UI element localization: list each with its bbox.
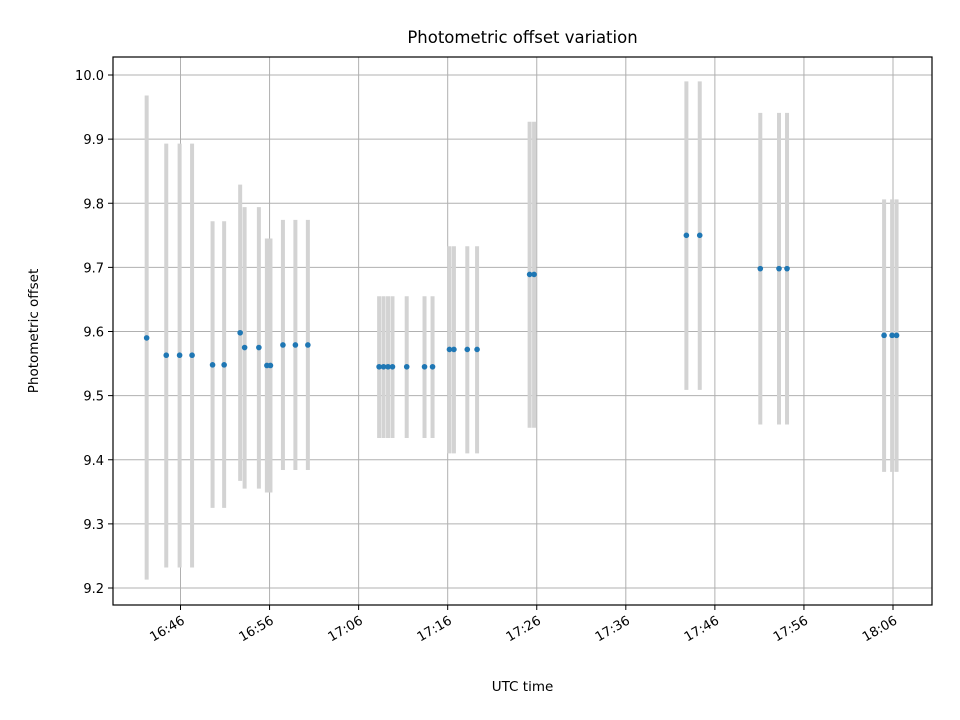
x-tick-label: 17:46 xyxy=(682,613,722,645)
x-tick-label: 16:56 xyxy=(237,613,277,645)
chart-title: Photometric offset variation xyxy=(407,28,637,47)
data-point xyxy=(451,346,457,353)
data-point xyxy=(757,265,764,272)
data-point xyxy=(526,271,533,278)
data-point xyxy=(305,342,311,348)
data-point xyxy=(881,332,887,339)
data-point xyxy=(376,363,382,370)
data-point xyxy=(280,342,286,348)
x-tick-label: 16:46 xyxy=(148,613,188,645)
y-tick-label: 10.0 xyxy=(75,69,104,84)
x-tick-label: 18:06 xyxy=(860,613,900,645)
data-point xyxy=(429,363,436,370)
x-axis-label: UTC time xyxy=(492,679,554,695)
x-tick-label: 17:16 xyxy=(415,613,455,645)
data-point xyxy=(380,363,387,370)
data-point xyxy=(531,271,537,278)
data-points xyxy=(143,232,900,370)
x-tick-label: 17:06 xyxy=(326,613,366,645)
y-tick-label: 9.2 xyxy=(83,582,104,597)
grid-lines xyxy=(113,57,932,605)
data-point xyxy=(221,362,227,368)
data-point xyxy=(446,346,453,353)
data-point xyxy=(292,342,299,348)
data-point xyxy=(209,362,216,368)
y-tick-label: 9.3 xyxy=(83,518,104,533)
y-tick-label: 9.7 xyxy=(83,261,104,276)
x-tick-label: 17:56 xyxy=(771,613,811,645)
data-point xyxy=(385,363,391,370)
axis-ticks: 16:46 16:56 17:06 17:16 17:26 17:36 17:46 17:56… xyxy=(75,69,900,645)
error-bars xyxy=(144,81,899,580)
data-point xyxy=(474,346,480,353)
y-tick-label: 9.9 xyxy=(83,133,104,148)
data-point xyxy=(163,352,170,359)
y-tick-label: 9.5 xyxy=(83,390,104,405)
data-point xyxy=(464,346,471,353)
data-point xyxy=(143,335,150,341)
data-point xyxy=(267,362,274,369)
data-point xyxy=(189,352,195,359)
data-point xyxy=(889,332,895,339)
data-point xyxy=(893,332,900,339)
x-tick-label: 17:26 xyxy=(504,613,544,645)
data-point xyxy=(421,363,428,370)
data-point xyxy=(241,344,248,351)
data-point xyxy=(389,363,396,370)
x-tick-label: 17:36 xyxy=(593,613,633,645)
data-point xyxy=(176,352,183,359)
data-point xyxy=(784,265,790,272)
data-point xyxy=(237,329,243,336)
data-point xyxy=(256,344,262,351)
y-tick-label: 9.6 xyxy=(83,326,104,341)
data-point xyxy=(403,363,410,370)
y-tick-label: 9.4 xyxy=(83,454,104,469)
y-tick-label: 9.8 xyxy=(83,197,104,212)
data-point xyxy=(683,232,690,239)
data-point xyxy=(776,265,782,272)
data-point xyxy=(696,232,703,239)
y-axis-label: Photometric offset xyxy=(26,269,42,393)
